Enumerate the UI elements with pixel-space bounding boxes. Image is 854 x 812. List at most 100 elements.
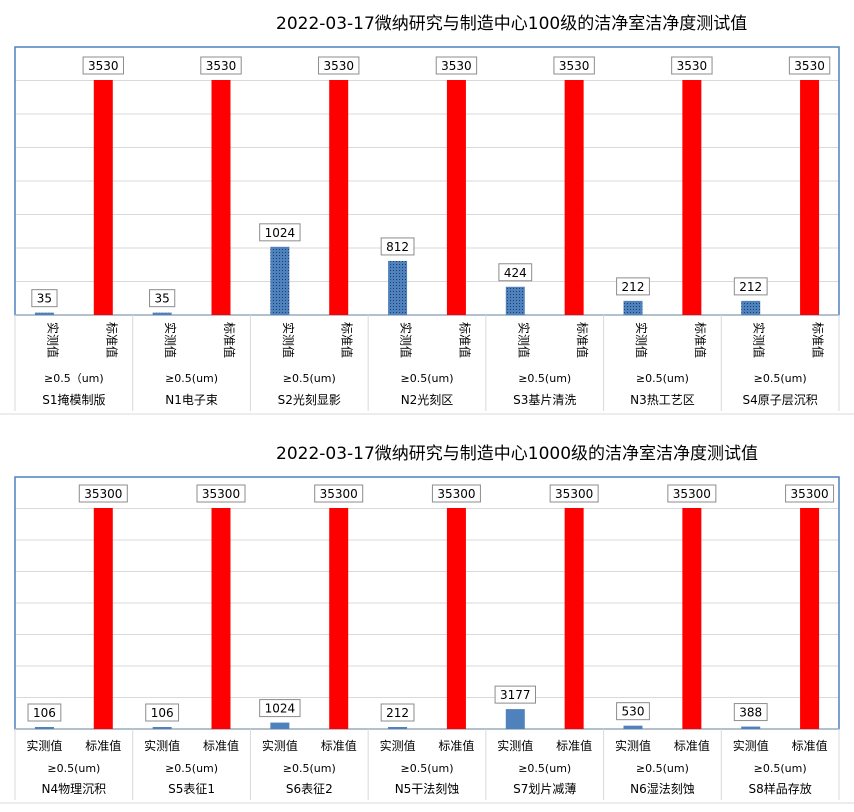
bar-standard (211, 80, 231, 315)
particle-size-label: ≥0.5(um) (754, 762, 807, 775)
series-label-standard: 标准值 (203, 738, 239, 753)
data-label-measured: 424 (504, 266, 527, 280)
category-label: S7划片减薄 (513, 781, 576, 796)
data-label-box-standard (435, 56, 478, 75)
data-label-box-measured (145, 703, 180, 722)
bar-measured (388, 727, 408, 729)
data-label-measured: 212 (386, 706, 409, 720)
data-label-box-measured (31, 289, 58, 308)
data-label-box-standard (431, 484, 481, 503)
data-label-box-measured (733, 277, 768, 296)
bar-standard (93, 80, 113, 315)
category-label: S8样品存放 (749, 781, 812, 796)
category-label: S5表征1 (168, 782, 215, 796)
chart-title: 2022-03-17微纳研究与制造中心100级的洁净室洁净度测试值 (276, 14, 748, 34)
data-label-box-measured (380, 703, 415, 722)
bar-measured (152, 312, 172, 315)
data-label-box-standard (200, 56, 242, 75)
series-label-standard: 标准值 (575, 322, 590, 358)
data-label-standard: 3530 (88, 59, 119, 73)
category-label: S4原子层沉积 (743, 393, 818, 407)
bar-standard (800, 80, 820, 315)
particle-size-label: ≥0.5(um) (165, 372, 218, 385)
bar-standard (329, 508, 349, 729)
data-label-standard: 35300 (673, 487, 711, 501)
bar-measured (34, 727, 54, 729)
bar-measured (505, 709, 525, 729)
bar-standard (564, 508, 584, 729)
data-label-box-measured (380, 237, 415, 256)
data-label-measured: 530 (622, 705, 645, 719)
bar-standard (682, 508, 702, 729)
data-label-measured: 388 (739, 706, 762, 720)
category-label: N2光刻区 (401, 393, 454, 407)
series-label-measured: 实测值 (516, 322, 531, 358)
bar-measured (388, 260, 408, 315)
bar-standard (329, 80, 349, 315)
particle-size-label: ≥0.5（um) (44, 372, 104, 385)
data-label-box-measured (27, 703, 62, 722)
data-label-measured: 1024 (265, 226, 296, 240)
bar-measured (270, 722, 290, 729)
bar-measured (741, 300, 761, 315)
category-label: N6湿法刻蚀 (630, 781, 695, 796)
data-label-box-measured (616, 277, 650, 296)
bar-standard (211, 508, 231, 729)
data-label-measured: 106 (151, 706, 174, 720)
particle-size-label: ≥0.5(um) (401, 372, 454, 385)
particle-size-label: ≥0.5(um) (518, 372, 571, 385)
data-label-measured: 212 (622, 280, 645, 294)
data-label-box-standard (549, 484, 599, 503)
bar-measured (623, 725, 643, 729)
series-label-measured: 实测值 (26, 738, 62, 753)
data-label-standard: 35300 (555, 487, 593, 501)
series-label-measured: 实测值 (634, 322, 649, 358)
particle-size-label: ≥0.5(um) (636, 762, 689, 775)
data-label-box-standard (318, 56, 360, 75)
particle-size-label: ≥0.5(um) (401, 762, 454, 775)
bar-standard (93, 508, 113, 729)
data-label-box-standard (788, 56, 831, 75)
data-label-standard: 3530 (206, 59, 237, 73)
bar-standard (682, 80, 702, 315)
particle-size-label: ≥0.5(um) (754, 372, 807, 385)
data-label-standard: 3530 (794, 59, 825, 73)
data-label-standard: 3530 (677, 59, 708, 73)
category-label: N4物理沉积 (42, 782, 107, 796)
particle-size-label: ≥0.5(um) (47, 762, 100, 775)
series-label-measured: 实测值 (144, 738, 180, 753)
bar-standard (446, 508, 466, 729)
category-label: N1电子束 (165, 393, 218, 407)
data-label-box-standard (78, 484, 128, 503)
bar-standard (800, 508, 820, 729)
series-label-standard: 标准值 (85, 738, 121, 753)
data-label-box-measured (616, 702, 650, 721)
bar-standard (446, 80, 466, 315)
data-label-standard: 35300 (790, 487, 828, 501)
particle-size-label: ≥0.5(um) (636, 372, 689, 385)
chart-title: 2022-03-17微纳研究与制造中心1000级的洁净室洁净度测试值 (276, 444, 759, 464)
bar-measured (505, 286, 525, 315)
data-label-standard: 35300 (202, 487, 240, 501)
data-label-box-standard (671, 56, 713, 75)
category-label: N3热工艺区 (630, 393, 695, 407)
data-label-box-standard (785, 484, 835, 503)
data-label-box-standard (314, 484, 364, 503)
series-label-standard: 标准值 (457, 322, 472, 358)
data-label-box-standard (82, 56, 124, 75)
bar-measured (152, 727, 172, 729)
series-label-measured: 实测值 (380, 738, 416, 753)
series-label-measured: 实测值 (281, 322, 296, 358)
chart-1000-svg: 106 35300 实测值 标准值 ≥0.5(um) N4物理沉积 106 35300 实测值 标… (0, 476, 854, 804)
data-label-standard: 3530 (323, 59, 354, 73)
series-label-measured: 实测值 (262, 738, 298, 753)
data-label-box-measured (149, 289, 176, 308)
data-label-measured: 35 (37, 292, 52, 306)
series-label-standard: 标准值 (556, 738, 592, 753)
particle-size-label: ≥0.5(um) (283, 762, 336, 775)
data-label-standard: 3530 (441, 59, 472, 73)
series-label-standard: 标准值 (321, 738, 357, 753)
series-label-standard: 标准值 (811, 322, 826, 358)
data-label-box-measured (733, 703, 768, 722)
data-label-measured: 1024 (265, 702, 296, 716)
